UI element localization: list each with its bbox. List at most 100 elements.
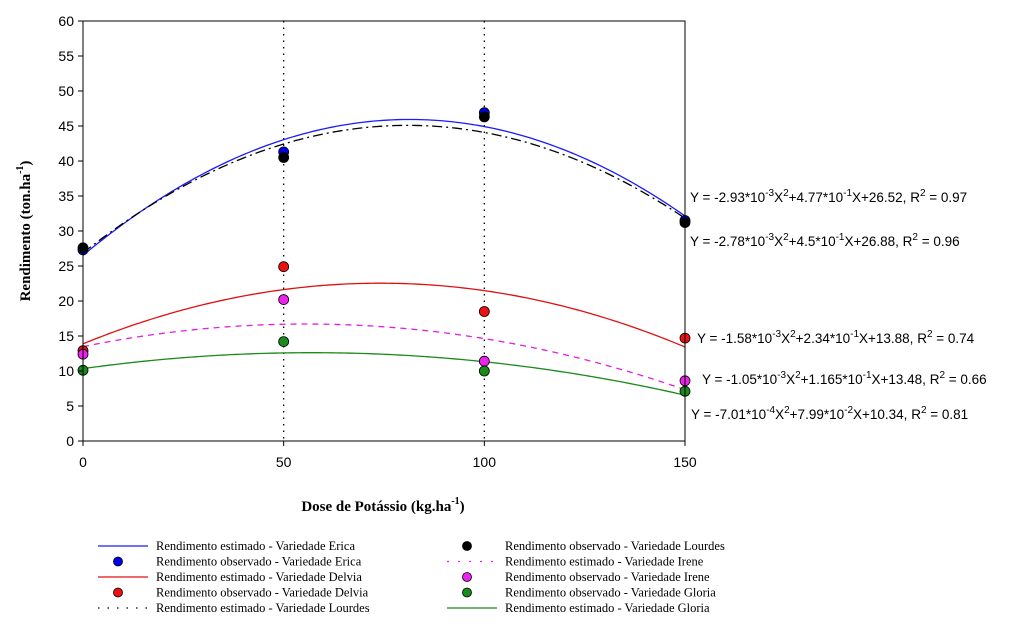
x-axis-title-end: ) [460,499,465,515]
equation-superscript: 2 [912,232,918,243]
legend-label: Rendimento estimado - Variedade Irene [505,555,704,569]
equation-superscript: -1 [850,329,859,340]
y-tick-label: 40 [58,153,74,169]
equation-part: X+13.48, R [872,372,940,387]
y-tick-label: 15 [58,328,74,344]
equation-superscript: 2 [784,405,790,416]
equation-part: Y = -2.78*10 [690,234,765,249]
equation-superscript: -3 [777,370,786,381]
legend-label: Rendimento observado - Variedade Erica [156,555,362,569]
x-axis-title-sup: -1 [451,496,459,507]
fitted-curves [82,118,686,396]
curve-delvia [82,282,686,348]
equation-gloria: Y = -7.01*10-4X2+7.99*10-2X+10.34, R2 = … [691,405,968,422]
legend-label: Rendimento estimado - Variedade Delvia [156,570,362,584]
equation-superscript: 2 [783,188,789,199]
equation-part: Y = -2.93*10 [690,190,765,205]
x-axis-title-main: Dose de Potássio (kg.ha [301,499,452,515]
y-tick-label: 60 [58,13,74,29]
x-tick-label: 100 [473,454,497,470]
y-tick-label: 10 [58,363,74,379]
legend-swatch-delvia [113,587,123,598]
equation-part: +4.77*10 [789,190,843,205]
point-gloria [278,336,290,348]
curve-irene [82,323,686,391]
point-irene [478,355,490,367]
y-tick-label: 25 [58,258,74,274]
point-lourdes [278,152,290,163]
y-tick-label: 50 [58,83,74,99]
legend-swatch-gloria [462,587,472,598]
equation-lourdes: Y = -2.78*10-3X2+4.5*10-1X+26.88, R2 = 0… [690,232,960,249]
y-tick-label: 0 [66,433,74,449]
y-tick-label: 45 [58,118,74,134]
legend-label: Rendimento estimado - Variedade Erica [156,539,355,553]
plot-frame [82,20,686,442]
equation-part: X [786,372,795,387]
equation-superscript: -1 [863,370,872,381]
equation-superscript: -1 [843,188,852,199]
equation-superscript: -4 [766,405,775,416]
equation-superscript: 2 [783,232,789,243]
legend-label: Rendimento observado - Variedade Gloria [505,586,716,600]
x-tick-label: 0 [79,454,87,470]
equation-superscript: 2 [795,370,801,381]
equation-superscript: -3 [772,329,781,340]
point-delvia [478,306,490,317]
legend-label: Rendimento observado - Variedade Delvia [156,586,369,600]
y-axis-title-sup: -1 [15,166,26,174]
curve-gloria [82,352,686,396]
y-tick-label: 35 [58,188,74,204]
equation-superscript: 2 [939,370,945,381]
equation-part: X [775,407,784,422]
x-tick-label: 150 [673,454,697,470]
equation-superscript: 2 [920,188,926,199]
axes: 0 5 10 15 20 25 30 35 40 45 50 55 60 0 50 100 150 [58,13,696,470]
equation-superscript: 2 [921,405,927,416]
equation-part: = 0.96 [918,234,960,249]
equation-part: X [781,331,790,346]
equation-irene: Y = -1.05*10-3X2+1.165*10-1X+13.48, R2 =… [702,370,987,387]
equation-part: X+26.52, R [852,190,920,205]
equation-part: +1.165*10 [801,372,863,387]
y-tick-label: 30 [58,223,74,239]
grid-layer [283,21,485,441]
legend-label: Rendimento estimado - Variedade Lourdes [156,601,370,615]
equation-superscript: -1 [836,232,845,243]
equation-part: = 0.74 [933,331,975,346]
x-axis-title: Dose de Potássio (kg.ha-1) [301,496,464,515]
y-axis-title: Rendimento (ton.ha-1) [15,161,34,302]
equation-part: = 0.81 [927,407,969,422]
equation-part: +7.99*10 [790,407,844,422]
y-axis-title-end: ) [18,161,34,166]
equation-part: X+10.34, R [853,407,921,422]
equation-superscript: -3 [765,232,774,243]
equation-part: X [774,190,783,205]
y-tick-label: 20 [58,293,74,309]
curve-erica [82,118,686,256]
legend-swatch-irene [462,572,472,582]
equation-superscript: 2 [790,329,796,340]
equation-part: X+26.88, R [845,234,913,249]
equation-part: +2.34*10 [796,331,850,346]
legend-label: Rendimento observado - Variedade Irene [505,570,710,584]
regression-equations: Y = -2.93*10-3X2+4.77*10-1X+26.52, R2 = … [690,188,987,422]
point-lourdes [478,111,490,123]
equation-part: +4.5*10 [789,234,836,249]
curve-lourdes [82,124,686,254]
y-axis-title-main: Rendimento (ton.ha [18,173,34,301]
point-gloria [478,365,490,377]
equation-part: Y = -1.05*10 [702,372,777,387]
equation-superscript: 2 [927,329,933,340]
point-irene [278,294,290,306]
equation-superscript: -2 [844,405,853,416]
y-tick-label: 55 [58,48,74,64]
legend-swatch-lourdes [462,541,472,551]
equation-part: X+13.88, R [859,331,927,346]
legend-label: Rendimento estimado - Variedade Gloria [505,601,710,615]
equation-part: Y = -1.58*10 [697,331,772,346]
legend-label: Rendimento observado - Variedade Lourdes [505,539,725,553]
equation-part: X [774,234,783,249]
equation-erica: Y = -2.93*10-3X2+4.77*10-1X+26.52, R2 = … [690,188,967,205]
